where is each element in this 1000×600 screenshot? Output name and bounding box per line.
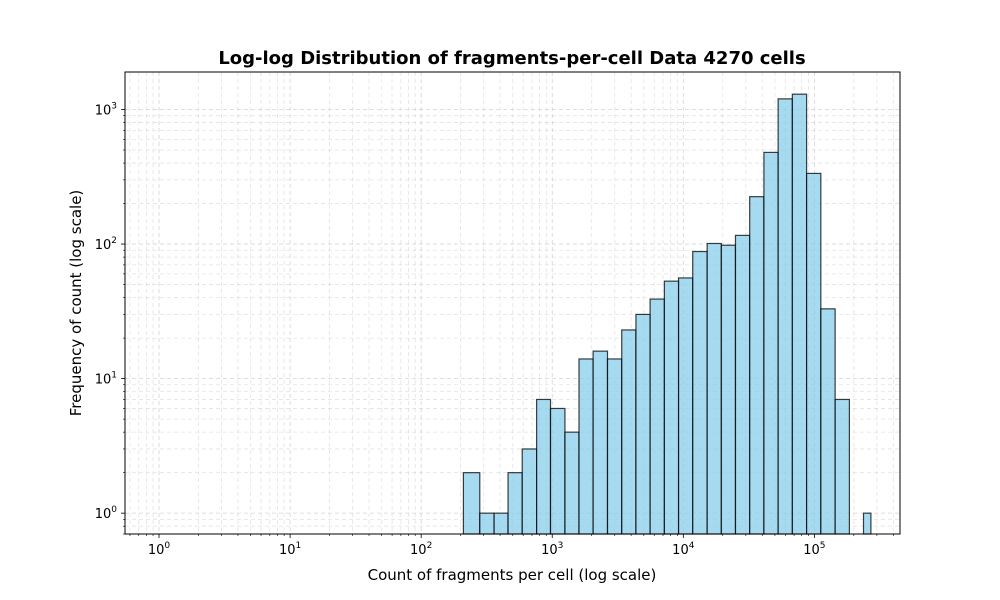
histogram-bar [749,196,765,535]
histogram-bar [635,313,651,535]
histogram-bar [606,358,623,535]
histogram-bar [578,358,594,535]
histogram-bar [763,151,779,535]
x-tick-label: 101 [279,541,301,558]
y-tick-label: 100 [95,505,118,522]
x-tick-label: 100 [148,541,171,558]
histogram-bar [479,512,495,535]
histogram-bar [493,512,509,535]
histogram-bar [862,512,872,535]
x-tick-label: 103 [541,541,563,558]
histogram-bar [536,398,552,535]
histogram-bar [777,98,793,535]
histogram-bar [734,234,751,535]
histogram-bar [521,448,538,535]
histogram-bar [820,308,836,535]
histogram-bar [834,398,851,535]
histogram-bar [677,277,694,535]
axis-ticks: 100 101 102 103 104 105 100 101 102 103 [95,102,894,558]
y-tick-label: 103 [95,102,117,119]
histogram-bar [462,472,481,535]
histogram-bar [649,298,665,535]
histogram-bar [663,280,680,535]
histogram-bar [706,242,722,535]
histogram-bar [692,250,708,535]
y-tick-label: 102 [95,236,117,253]
x-tick-label: 104 [672,541,695,558]
x-tick-label: 105 [803,541,825,558]
x-axis-label: Count of fragments per cell (log scale) [368,566,657,584]
histogram-bar [791,93,808,535]
histogram-bar [592,350,609,535]
histogram-bar [720,244,737,535]
histogram-bar [564,431,580,535]
y-axis-label: Frequency of count (log scale) [67,190,85,417]
histogram-bar [507,472,523,535]
histogram-bar [621,329,637,535]
x-tick-label: 102 [410,541,432,558]
y-tick-label: 101 [95,371,117,388]
histogram-bar [805,172,822,535]
histogram-bar [549,407,566,535]
chart-title: Log-log Distribution of fragments-per-ce… [218,48,805,69]
